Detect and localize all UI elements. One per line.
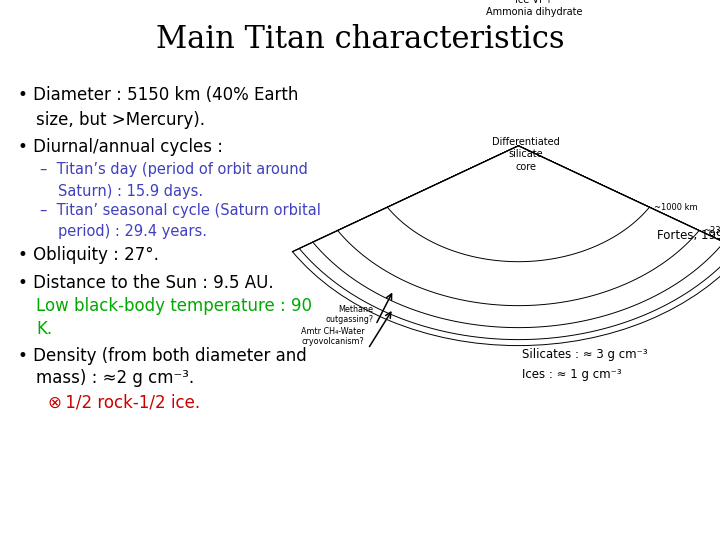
Text: period) : 29.4 years.: period) : 29.4 years. [58,224,207,239]
Wedge shape [387,146,649,262]
Text: Silicates : ≈ 3 g cm⁻³: Silicates : ≈ 3 g cm⁻³ [522,348,647,361]
Wedge shape [312,146,720,328]
Text: ~2300km?: ~2300km? [703,226,720,235]
Text: Ice VI +
Ammonia dihydrate: Ice VI + Ammonia dihydrate [486,0,582,17]
Text: Saturn) : 15.9 days.: Saturn) : 15.9 days. [58,184,203,199]
Text: –  Titan’s day (period of orbit around: – Titan’s day (period of orbit around [40,162,307,177]
Text: K.: K. [36,320,52,338]
Text: • Diurnal/annual cycles :: • Diurnal/annual cycles : [18,138,223,156]
Text: Fortes, 1999: Fortes, 1999 [657,229,720,242]
Text: Differentiated
silicate
core: Differentiated silicate core [492,137,559,172]
Text: size, but >Mercury).: size, but >Mercury). [36,111,205,129]
Text: Methane
outgassing?: Methane outgassing? [325,305,374,324]
Text: Amtr CH₄-Water
cryovolcanism?: Amtr CH₄-Water cryovolcanism? [301,327,364,346]
Wedge shape [300,146,720,340]
Wedge shape [292,146,720,346]
Text: Low black-body temperature : 90: Low black-body temperature : 90 [36,297,312,315]
Text: ~1000 km: ~1000 km [654,202,698,212]
Text: mass) : ≈2 g cm⁻³.: mass) : ≈2 g cm⁻³. [36,369,194,387]
Text: • Distance to the Sun : 9.5 AU.: • Distance to the Sun : 9.5 AU. [18,274,274,292]
Wedge shape [338,146,699,306]
Text: Main Titan characteristics: Main Titan characteristics [156,24,564,55]
Text: • Diameter : 5150 km (40% Earth: • Diameter : 5150 km (40% Earth [18,86,298,104]
Text: ⊗ 1/2 rock-1/2 ice.: ⊗ 1/2 rock-1/2 ice. [48,393,200,411]
Text: –  Titan’ seasonal cycle (Saturn orbital: – Titan’ seasonal cycle (Saturn orbital [40,202,320,218]
Text: Ices : ≈ 1 g cm⁻³: Ices : ≈ 1 g cm⁻³ [522,368,621,381]
Text: • Obliquity : 27°.: • Obliquity : 27°. [18,246,159,264]
Text: • Density (from both diameter and: • Density (from both diameter and [18,347,307,364]
